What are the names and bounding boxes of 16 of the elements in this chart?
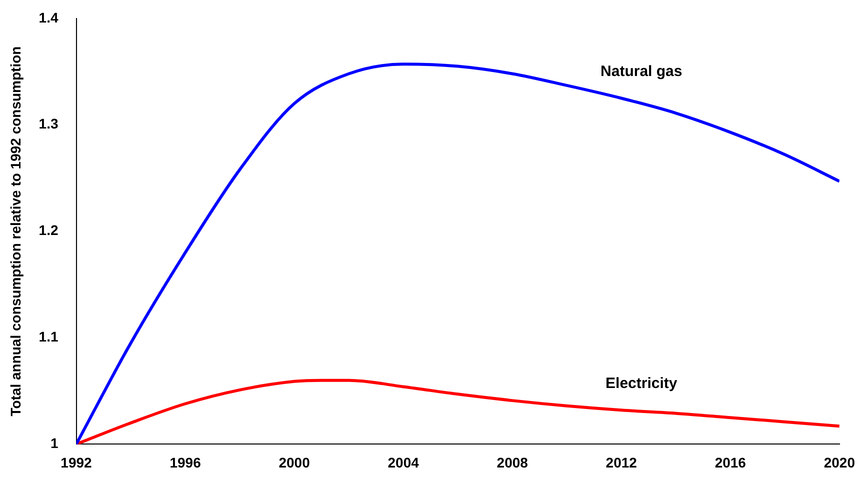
x-tick-label: 2004 [388,454,420,470]
x-tick-label: 1992 [60,454,92,470]
x-tick-label: 2016 [714,454,746,470]
x-tick-label: 1996 [170,454,202,470]
x-tick-label: 2000 [278,454,310,470]
y-tick-label: 1.3 [38,116,58,132]
x-tick-label: 2020 [824,454,856,470]
series-label: Natural gas [600,63,682,80]
y-tick-label: 1.1 [38,328,58,345]
y-tick-label: 1.2 [38,222,58,238]
y-tick-label: 1.4 [38,9,58,26]
x-tick-label: 2008 [496,454,528,470]
y-tick-label: 1 [50,435,58,452]
x-tick-label: 2012 [606,454,638,470]
y-axis-title: Total annual consumption relative to 1992 consumption [7,46,24,416]
series-label: Electricity [606,375,678,392]
